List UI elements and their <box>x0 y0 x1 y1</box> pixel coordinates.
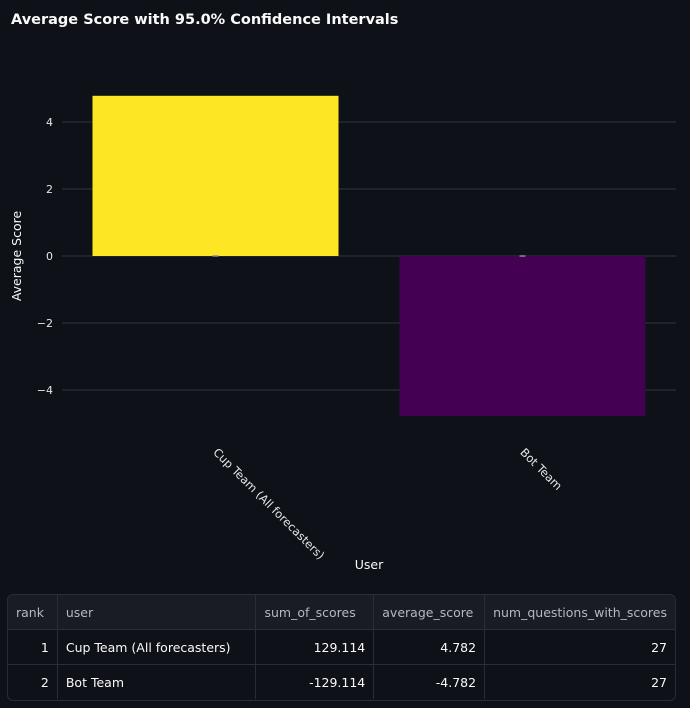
column-header-num-questions[interactable]: num_questions_with_scores <box>484 595 675 630</box>
column-header-sum-of-scores[interactable]: sum_of_scores <box>255 595 375 630</box>
cell-num-questions: 27 <box>484 629 675 665</box>
x-ticks: Cup Team (All forecasters) Bot Team <box>210 445 565 562</box>
x-tick-label: Bot Team <box>517 445 565 493</box>
bar-chart: 4 2 0 −2 −4 Cup Team (All forecasters) Bot Te… <box>9 95 676 572</box>
cell-rank: 1 <box>8 629 58 665</box>
y-ticks: 4 2 0 −2 −4 <box>37 116 53 397</box>
bar-1[interactable] <box>399 256 646 417</box>
column-header-average-score[interactable]: average_score <box>373 595 486 630</box>
column-header-rank[interactable]: rank <box>8 595 58 630</box>
bar-0[interactable] <box>92 95 339 256</box>
y-tick-label: 4 <box>46 116 53 129</box>
bars <box>92 95 646 417</box>
cell-average-score: -4.782 <box>373 664 486 699</box>
cell-rank: 2 <box>8 664 58 699</box>
cell-user: Cup Team (All forecasters) <box>57 629 257 665</box>
table-row[interactable]: 2 Bot Team -129.114 -4.782 27 <box>8 664 675 699</box>
x-axis-label: User <box>355 557 384 572</box>
cell-user: Bot Team <box>57 664 257 699</box>
table-header-row: rank user sum_of_scores average_score nu… <box>8 595 675 630</box>
y-tick-label: −4 <box>37 384 53 397</box>
y-tick-label: 2 <box>46 183 53 196</box>
column-header-user[interactable]: user <box>57 595 257 630</box>
chart-title: Average Score with 95.0% Confidence Inte… <box>11 12 399 28</box>
cell-average-score: 4.782 <box>373 629 486 665</box>
y-axis-label: Average Score <box>9 211 24 302</box>
x-tick-label: Cup Team (All forecasters) <box>210 445 327 562</box>
table-row[interactable]: 1 Cup Team (All forecasters) 129.114 4.7… <box>8 629 675 665</box>
cell-num-questions: 27 <box>651 674 667 690</box>
cell-sum-of-scores: -129.114 <box>255 664 375 699</box>
scores-table: rank user sum_of_scores average_score nu… <box>7 594 676 701</box>
y-tick-label: 0 <box>46 250 53 263</box>
y-tick-label: −2 <box>37 317 53 330</box>
cell-sum-of-scores: 129.114 <box>255 629 375 665</box>
